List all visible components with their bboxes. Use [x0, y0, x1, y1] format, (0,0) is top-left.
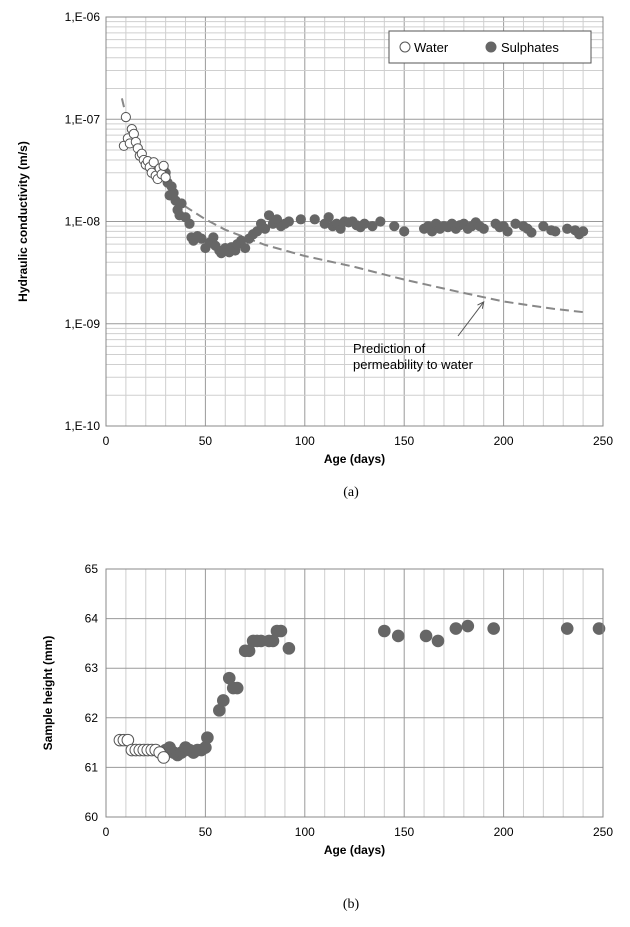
water-point	[160, 172, 171, 183]
sulphates-point	[419, 629, 433, 643]
panel-b-y-tick-labels: 60 61 62 63 64 65	[85, 562, 99, 824]
sulphates-point	[282, 642, 296, 655]
panel-a-caption: (a)	[343, 485, 359, 500]
y-tick-label: 1,E-06	[65, 10, 101, 24]
annotation-arrow	[457, 301, 485, 337]
sulphates-point	[283, 216, 294, 227]
sulphates-point	[487, 622, 500, 635]
sulphates-point	[526, 227, 537, 238]
sulphates-point	[201, 731, 214, 744]
sulphates-point	[378, 624, 391, 638]
panel-a-plot-frame	[105, 16, 604, 427]
legend-box	[388, 30, 592, 64]
x-tick-label: 200	[494, 825, 514, 839]
sulphates-point	[449, 622, 463, 635]
water-point	[157, 751, 170, 764]
sulphates-point	[550, 226, 561, 237]
panel-a-x-tick-labels: 0 50 100 150 200 250	[103, 434, 614, 448]
y-tick-label: 61	[85, 760, 99, 774]
y-tick-label: 63	[85, 661, 99, 675]
sulphates-point	[259, 223, 271, 234]
x-tick-label: 150	[394, 434, 414, 448]
x-tick-label: 0	[103, 434, 110, 448]
sulphates-point	[391, 629, 405, 643]
x-tick-label: 0	[103, 825, 110, 839]
y-tick-label: 1,E-08	[65, 215, 101, 229]
sulphates-point	[295, 214, 306, 225]
sulphates-point	[431, 634, 445, 648]
sulphates-point	[216, 694, 230, 707]
annotation-arrowhead	[477, 300, 485, 309]
x-tick-label: 250	[593, 434, 613, 448]
panel-b-x-tick-labels: 0 50 100 150 200 250	[103, 825, 614, 839]
x-tick-label: 50	[199, 434, 213, 448]
legend-sulphates-label: Sulphates	[501, 40, 559, 55]
x-tick-label: 100	[295, 434, 315, 448]
sulphates-point	[538, 221, 549, 232]
panel-b-grid	[106, 569, 603, 817]
panel-a-hydraulic-conductivity: 0 50 100 150 200 250 1,E-10 1,E-09 1,E-08 1,E-07…	[16, 10, 613, 500]
sulphates-point	[367, 221, 378, 232]
x-tick-label: 50	[199, 825, 213, 839]
sulphates-point	[230, 681, 244, 695]
sulphates-point	[263, 210, 275, 221]
sulphates-point	[240, 242, 251, 254]
sulphates-point	[184, 218, 195, 229]
panel-b-plot-frame	[105, 568, 604, 818]
sulphates-point	[592, 622, 606, 635]
panel-b-x-axis-title: Age (days)	[324, 843, 385, 857]
x-tick-label: 200	[494, 434, 514, 448]
sulphates-point	[196, 233, 207, 244]
sulphates-point	[399, 226, 410, 237]
panel-a-y-axis-title: Hydraulic conductivity (m/s)	[16, 141, 30, 302]
y-tick-label: 64	[85, 612, 99, 626]
panel-a-x-axis-title: Age (days)	[324, 452, 385, 466]
y-tick-label: 62	[85, 711, 99, 725]
panel-a-annotation: Prediction of permeability to water	[353, 300, 485, 372]
y-tick-label: 1,E-07	[65, 112, 101, 126]
legend-sulphates-marker	[485, 41, 497, 53]
panel-a-prediction-curve	[120, 98, 584, 314]
panel-a-y-tick-labels: 1,E-10 1,E-09 1,E-08 1,E-07 1,E-06	[65, 10, 101, 433]
sulphates-point	[274, 624, 288, 638]
y-tick-label: 60	[85, 810, 99, 824]
sulphates-point	[375, 216, 386, 227]
annotation-text-line-1: Prediction of	[353, 341, 426, 356]
x-tick-label: 100	[295, 825, 315, 839]
sulphates-point	[578, 226, 589, 237]
sulphates-point	[560, 622, 574, 635]
x-tick-label: 150	[394, 825, 414, 839]
water-point	[120, 111, 131, 123]
sulphates-point	[389, 221, 400, 232]
sulphates-point	[309, 214, 320, 225]
legend-water-marker	[399, 41, 411, 53]
sulphates-point	[478, 223, 489, 234]
y-tick-label: 1,E-10	[65, 419, 101, 433]
water-point	[148, 157, 159, 168]
x-tick-label: 250	[593, 825, 613, 839]
sulphates-point	[176, 198, 187, 209]
sulphates-point	[323, 212, 334, 223]
panel-a-data-points	[118, 111, 589, 259]
sulphates-point	[208, 232, 219, 243]
water-point	[158, 160, 169, 171]
sulphates-point	[461, 619, 475, 633]
legend-water-label: Water	[414, 40, 449, 55]
panel-b-y-axis-title: Sample height (mm)	[41, 636, 55, 751]
y-tick-label: 65	[85, 562, 99, 576]
panel-a-legend: Water Sulphates	[388, 30, 592, 64]
y-tick-label: 1,E-09	[65, 317, 101, 331]
panel-b-data-points	[113, 619, 606, 764]
prediction-curve-line	[120, 98, 584, 314]
sulphates-point	[502, 226, 513, 237]
annotation-text-line-2: permeability to water	[353, 357, 474, 372]
panel-b-caption: (b)	[343, 897, 360, 912]
